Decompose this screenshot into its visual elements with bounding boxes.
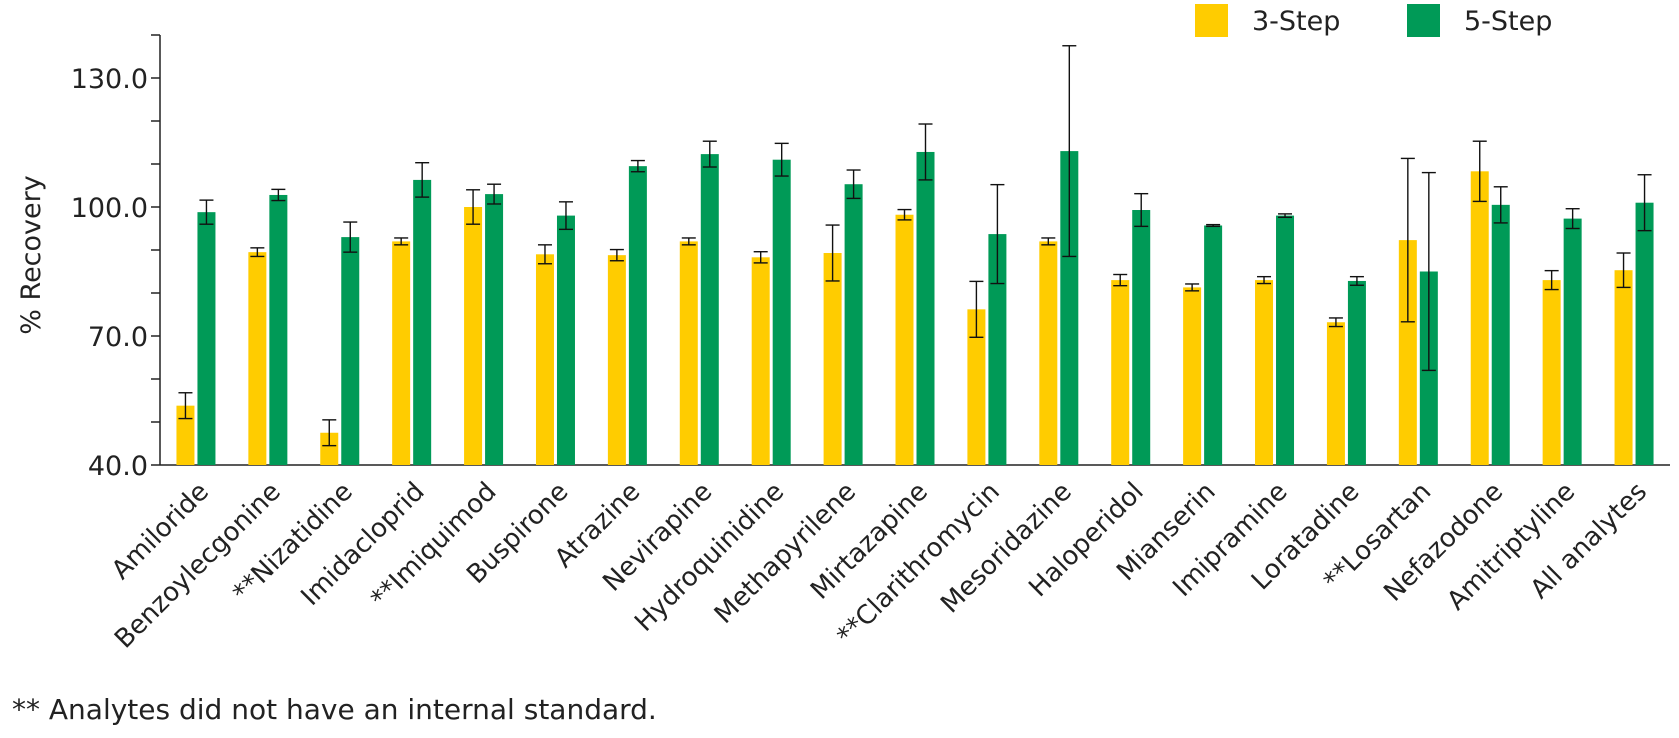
bar-3-step-16: [1326, 322, 1345, 465]
legend-swatch-5-step: [1407, 4, 1440, 37]
bar-3-step-7: [679, 241, 698, 465]
bar-3-step-12: [1039, 241, 1058, 465]
bar-3-step-17: [1398, 240, 1417, 465]
bar-5-step-7: [700, 154, 719, 466]
y-axis-label: % Recovery: [16, 175, 47, 334]
bar-3-step-0: [176, 405, 195, 465]
legend-swatch-3-step: [1195, 4, 1228, 37]
y-tick-label: 70.0: [88, 322, 148, 353]
legend: 3-Step 5-Step: [1195, 4, 1552, 37]
y-tick-label: 40.0: [88, 451, 148, 482]
category-label: **Imiquimod: [365, 477, 502, 614]
bar-5-step-2: [341, 237, 360, 465]
bar-3-step-14: [1183, 287, 1202, 465]
footnote: ** Analytes did not have an internal sta…: [12, 693, 657, 726]
category-label: Amitriptyline: [1441, 477, 1581, 617]
bar-3-step-2: [320, 432, 339, 465]
bar-5-step-14: [1204, 225, 1223, 465]
bar-5-step-11: [988, 234, 1007, 465]
bar-5-step-13: [1132, 210, 1151, 465]
bar-5-step-19: [1563, 218, 1582, 465]
bar-3-step-4: [464, 207, 483, 465]
bars: [176, 45, 1654, 466]
bar-3-step-11: [967, 309, 986, 465]
bar-3-step-9: [823, 253, 842, 465]
bar-3-step-13: [1111, 280, 1130, 465]
bar-5-step-3: [413, 179, 432, 465]
bar-3-step-5: [535, 254, 554, 465]
bar-3-step-18: [1470, 171, 1489, 465]
bar-5-step-5: [556, 215, 575, 465]
bar-3-step-6: [607, 255, 626, 465]
bar-5-step-15: [1276, 215, 1295, 465]
bar-5-step-20: [1635, 202, 1654, 465]
bar-3-step-1: [248, 252, 267, 465]
bar-3-step-20: [1614, 270, 1633, 465]
bar-5-step-6: [628, 166, 647, 465]
bar-5-step-4: [485, 194, 504, 465]
bar-3-step-10: [895, 214, 914, 465]
bar-5-step-10: [916, 151, 935, 465]
bar-5-step-16: [1347, 280, 1366, 465]
bar-3-step-3: [392, 241, 411, 465]
bar-5-step-1: [269, 194, 288, 465]
y-tick-label: 130.0: [71, 64, 148, 95]
bar-3-step-15: [1255, 280, 1274, 465]
bar-3-step-19: [1542, 280, 1561, 465]
y-tick-label: 100.0: [71, 193, 148, 224]
bar-5-step-9: [844, 184, 863, 465]
legend-label-5-step: 5-Step: [1464, 6, 1552, 37]
category-label: Imidacloprid: [296, 477, 431, 612]
bar-5-step-8: [772, 159, 791, 465]
bar-5-step-12: [1060, 151, 1079, 465]
bar-5-step-0: [197, 212, 216, 465]
bar-5-step-18: [1491, 204, 1510, 465]
legend-label-3-step: 3-Step: [1252, 6, 1340, 37]
bar-3-step-8: [751, 257, 770, 465]
